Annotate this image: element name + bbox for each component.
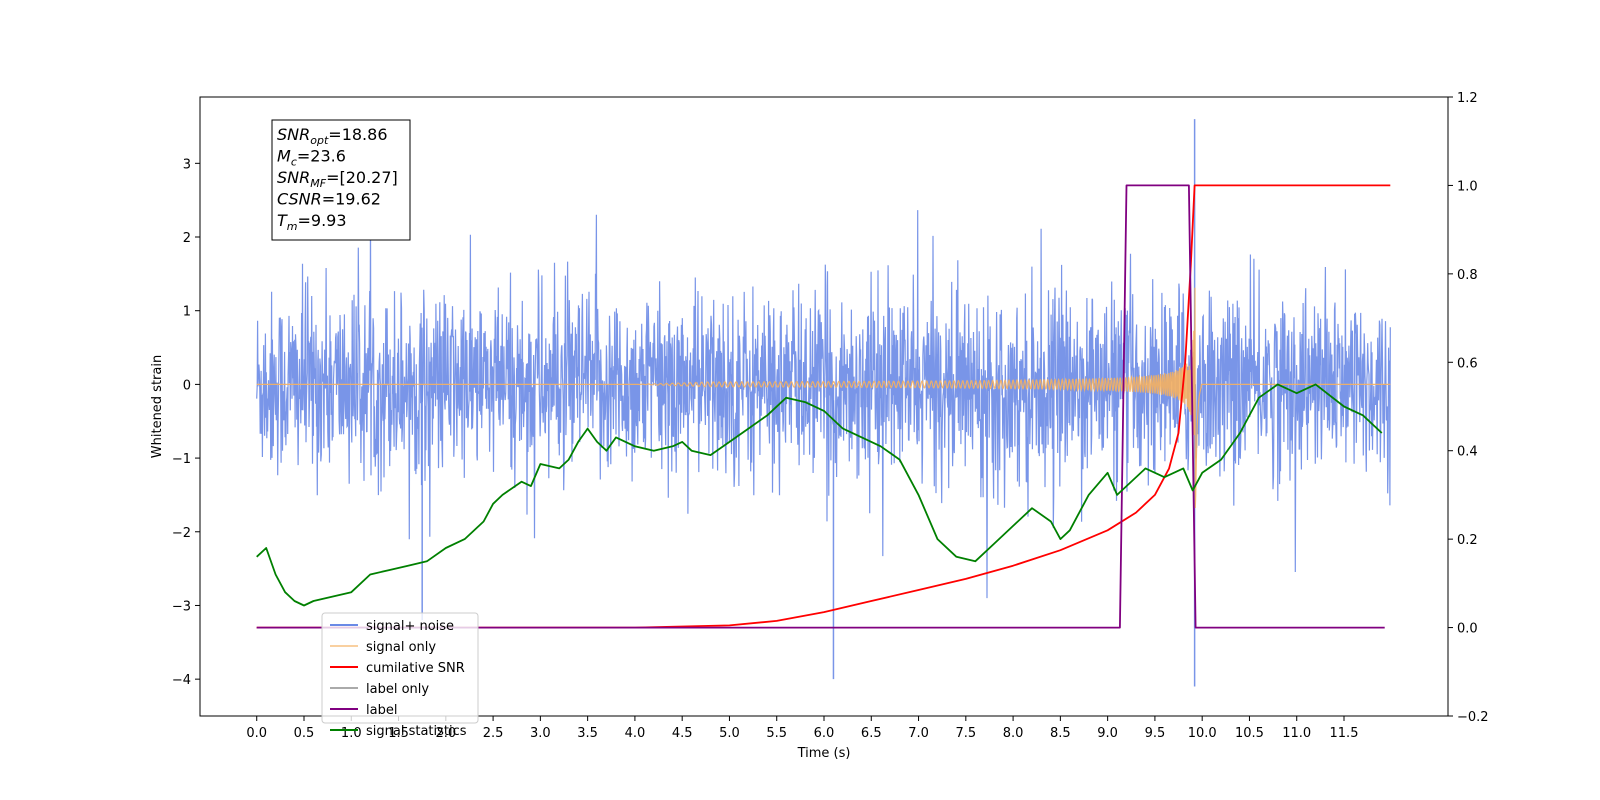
x-tick-label: 1.0 <box>341 726 362 741</box>
x-tick-label: 10.5 <box>1235 726 1264 741</box>
legend-label: signal statistics <box>366 724 467 739</box>
x-tick-label: 3.5 <box>577 726 598 741</box>
x-tick-label: 8.0 <box>1003 726 1024 741</box>
x-tick-label: 6.0 <box>814 726 835 741</box>
y-left-tick-label: −1 <box>172 452 191 467</box>
x-tick-label: 5.5 <box>766 726 787 741</box>
x-tick-label: 5.0 <box>719 726 740 741</box>
x-tick-label: 7.0 <box>908 726 929 741</box>
y-right-tick-label: 0.8 <box>1457 268 1478 283</box>
x-tick-label: 7.5 <box>955 726 976 741</box>
x-tick-label: 9.5 <box>1145 726 1166 741</box>
x-tick-label: 0.0 <box>246 726 267 741</box>
y-left-tick-label: −4 <box>172 673 191 688</box>
y-left-tick-label: 1 <box>183 305 191 320</box>
x-tick-label: 11.0 <box>1282 726 1311 741</box>
legend-frame <box>321 612 479 724</box>
y-left-tick-label: 3 <box>183 157 191 172</box>
legend-label: signal+ noise <box>366 619 454 634</box>
info-box-line: CSNR=19.62 <box>277 190 381 209</box>
legend: signal+ noise signal only cumilative SNR la… <box>321 612 479 739</box>
y-left-tick-label: 0 <box>183 378 191 393</box>
x-tick-label: 1.5 <box>388 726 409 741</box>
info-box-line: SNRopt=18.86 <box>277 125 388 147</box>
y-right-tick-label: −0.2 <box>1457 710 1489 725</box>
series-label-line <box>256 184 1385 629</box>
x-tick-label: 11.5 <box>1330 726 1359 741</box>
info-box-line: Mc=23.6 <box>277 147 346 169</box>
series-cumulative-snr-line <box>256 184 1391 629</box>
y-right-tick-label: 1.0 <box>1457 179 1478 194</box>
series-signal-noise-line <box>256 210 1391 599</box>
y-left-tick-label: −3 <box>172 599 191 614</box>
legend-label: label only <box>366 682 429 697</box>
x-tick-label: 8.5 <box>1050 726 1071 741</box>
legend-label: label <box>366 703 397 718</box>
info-box: SNRopt=18.86Mc=23.6SNRMF=[20.27]CSNR=19.… <box>271 119 411 241</box>
series-signal-only-line <box>256 287 1391 509</box>
y-left-tick-label: −2 <box>172 526 191 541</box>
info-box-frame <box>271 119 411 241</box>
legend-label: cumilative SNR <box>366 661 465 676</box>
info-box-line: SNRMF=[20.27] <box>277 168 398 190</box>
x-tick-label: 4.0 <box>625 726 646 741</box>
x-tick-label: 0.5 <box>294 726 315 741</box>
x-tick-label: 3.0 <box>530 726 551 741</box>
x-axis-label: Time (s) <box>797 746 851 761</box>
y-right-tick-label: 0.6 <box>1457 356 1478 371</box>
x-tick-label: 4.5 <box>672 726 693 741</box>
y-left-tick-label: 2 <box>183 231 191 246</box>
series-signal-statistics-line <box>256 383 1383 607</box>
legend-label: signal only <box>366 640 436 655</box>
y-right-tick-label: 0.0 <box>1457 622 1478 637</box>
x-tick-label: 2.5 <box>483 726 504 741</box>
x-tick-label: 6.5 <box>861 726 882 741</box>
y-right-tick-label: 0.2 <box>1457 533 1478 548</box>
x-tick-label: 10.0 <box>1188 726 1217 741</box>
x-tick-label: 9.0 <box>1097 726 1118 741</box>
x-tick-label: 2.0 <box>435 726 456 741</box>
y-right-tick-label: 0.4 <box>1457 445 1478 460</box>
y-axis-left-label: Whitened strain <box>150 355 165 458</box>
y-right-tick-label: 1.2 <box>1457 91 1478 106</box>
info-box-line: Tm=9.93 <box>277 211 347 233</box>
